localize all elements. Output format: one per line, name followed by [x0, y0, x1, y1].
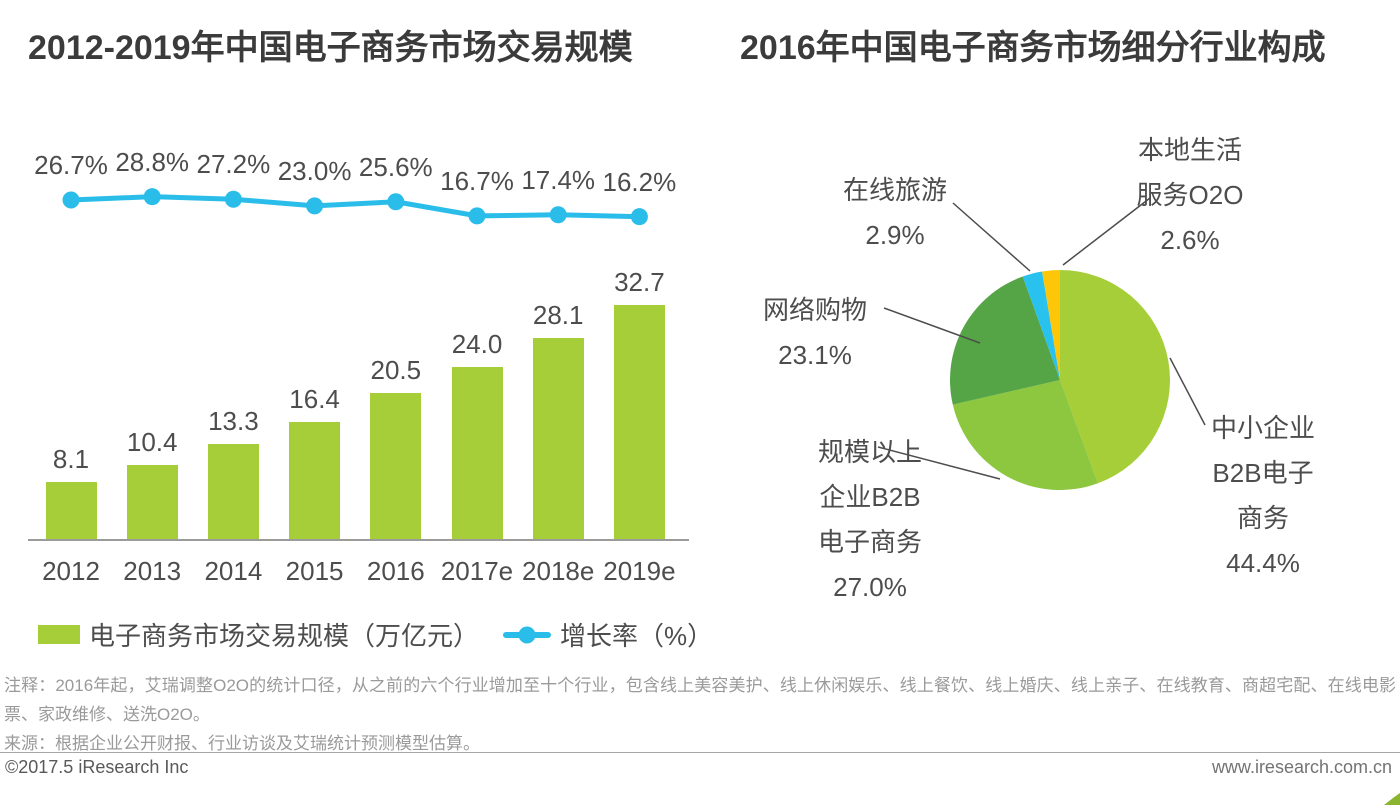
pie-chart-title: 2016年中国电子商务市场细分行业构成: [740, 29, 1326, 67]
pie-slice: [1022, 271, 1060, 380]
bar-value-label: 20.5: [370, 354, 422, 385]
bar-value-label: 32.7: [614, 266, 665, 297]
x-axis-label: 2017e: [440, 556, 514, 586]
growth-value-label: 26.7%: [34, 150, 108, 181]
bar: [370, 392, 422, 540]
growth-value-label: 28.8%: [115, 146, 190, 177]
pie-slice-label-line: 网络购物: [762, 295, 867, 325]
pie-slice: [950, 276, 1060, 405]
pie-slice-label-line: 23.1%: [778, 340, 852, 370]
growth-point: [224, 190, 242, 208]
pie-slice-label-line: 2.6%: [1160, 225, 1220, 255]
bar-value-label: 10.4: [126, 427, 178, 458]
bar: [532, 337, 584, 540]
growth-line-chart: [62, 188, 648, 226]
growth-point: [549, 206, 567, 224]
x-axis-line: [28, 539, 689, 541]
copyright: ©2017.5 iResearch Inc: [5, 757, 189, 777]
x-axis-label: 2013: [123, 556, 182, 586]
pie-slice-label-line: 规模以上: [817, 437, 922, 467]
bar: [45, 481, 97, 540]
growth-value-label: 23.0%: [277, 155, 352, 186]
x-axis-label: 2016: [366, 556, 425, 586]
bar-value-label: 13.3: [208, 406, 259, 437]
footer-divider: [0, 752, 1400, 753]
pie-slice-label-line: 44.4%: [1226, 548, 1300, 578]
pie-slice-label-line: 电子商务: [817, 527, 922, 557]
bar-value-label: 16.4: [289, 384, 340, 415]
bar-legend-label: 电子商务市场交易规模（万亿元）: [89, 621, 480, 651]
leader-line-online-travel: [952, 202, 1031, 272]
pie-slice-label-line: 中小企业: [1210, 413, 1315, 443]
growth-point: [387, 193, 405, 211]
x-axis-label: 2014: [204, 556, 263, 586]
x-axis-label: 2012: [42, 556, 100, 586]
leader-line-large-b2b: [877, 446, 1001, 480]
bar-chart-title: 2012-2019年中国电子商务市场交易规模: [28, 29, 633, 67]
line-legend-marker-icon: [503, 631, 552, 638]
x-axis-label: 2019e: [603, 556, 676, 586]
pie-slice-label-line: 服务O2O: [1136, 180, 1244, 210]
growth-point: [62, 191, 80, 209]
bar: [613, 304, 665, 540]
line-legend-label: 增长率（%）: [560, 621, 714, 651]
legend: 电子商务市场交易规模（万亿元） 增长率（%）: [38, 616, 713, 653]
leader-line-sme-b2b: [1169, 357, 1206, 426]
pie-chart: [877, 197, 1206, 490]
source-note: 来源：根据企业公开财报、行业访谈及艾瑞统计预测模型估算。: [4, 734, 480, 753]
pie-slice-label: 在线旅游 2.9%: [810, 168, 980, 258]
growth-value-label: 16.2%: [602, 166, 677, 197]
pie-slice-label: 本地生活服务O2O 2.6%: [1105, 128, 1275, 263]
pie-leader-lines: [877, 197, 1206, 480]
growth-point: [468, 207, 486, 225]
pie-slice: [1060, 270, 1170, 484]
bar-legend-swatch-icon: [38, 625, 80, 644]
growth-value-label: 25.6%: [358, 151, 433, 182]
corner-leaf-icon: [1384, 793, 1400, 805]
pie-slice-label-line: 2.9%: [865, 220, 925, 250]
growth-point: [306, 197, 324, 215]
growth-point: [630, 208, 648, 226]
x-axis-label: 2018e: [522, 556, 595, 586]
pie-slice-label-line: 企业B2B: [819, 482, 921, 512]
bar: [126, 465, 178, 540]
growth-value-label: 16.7%: [440, 165, 514, 196]
bar: [207, 444, 259, 540]
pie-slice: [1042, 270, 1060, 380]
bar: [289, 422, 341, 540]
footnote: 注释：2016年起，艾瑞调整O2O的统计口径，从之前的六个行业增加至十个行业，包…: [4, 676, 1396, 724]
website-url: www.iresearch.com.cn: [1211, 757, 1392, 777]
pie-slice-label: 网络购物 23.1%: [730, 288, 900, 378]
growth-value-label: 17.4%: [521, 164, 596, 195]
leader-line-local-life-o2o: [1062, 197, 1151, 266]
pie-slice-label: 规模以上企业B2B 电子商务 27.0%: [785, 430, 955, 610]
leader-line-online-shopping: [883, 307, 981, 344]
growth-value-label: 27.2%: [196, 149, 271, 180]
pie-slice-label: 中小企业 B2B电子商务 44.4%: [1178, 406, 1348, 586]
pie-slice-label-line: 在线旅游: [842, 175, 947, 205]
pie-slice-label-line: 商务: [1236, 503, 1289, 533]
pie-slices: [950, 270, 1170, 490]
growth-point: [143, 188, 161, 206]
bar-value-label: 24.0: [451, 329, 503, 360]
pie-slice-label-line: B2B电子: [1212, 458, 1314, 488]
bar-value-label: 28.1: [532, 299, 584, 330]
bar: [451, 367, 503, 540]
bar-value-label: 8.1: [52, 443, 90, 474]
pie-slice: [952, 380, 1098, 490]
x-axis-label: 2015: [285, 556, 344, 586]
pie-slice-label-line: 本地生活: [1137, 135, 1242, 165]
pie-slice-label-line: 27.0%: [833, 572, 907, 602]
growth-line: [70, 194, 640, 220]
